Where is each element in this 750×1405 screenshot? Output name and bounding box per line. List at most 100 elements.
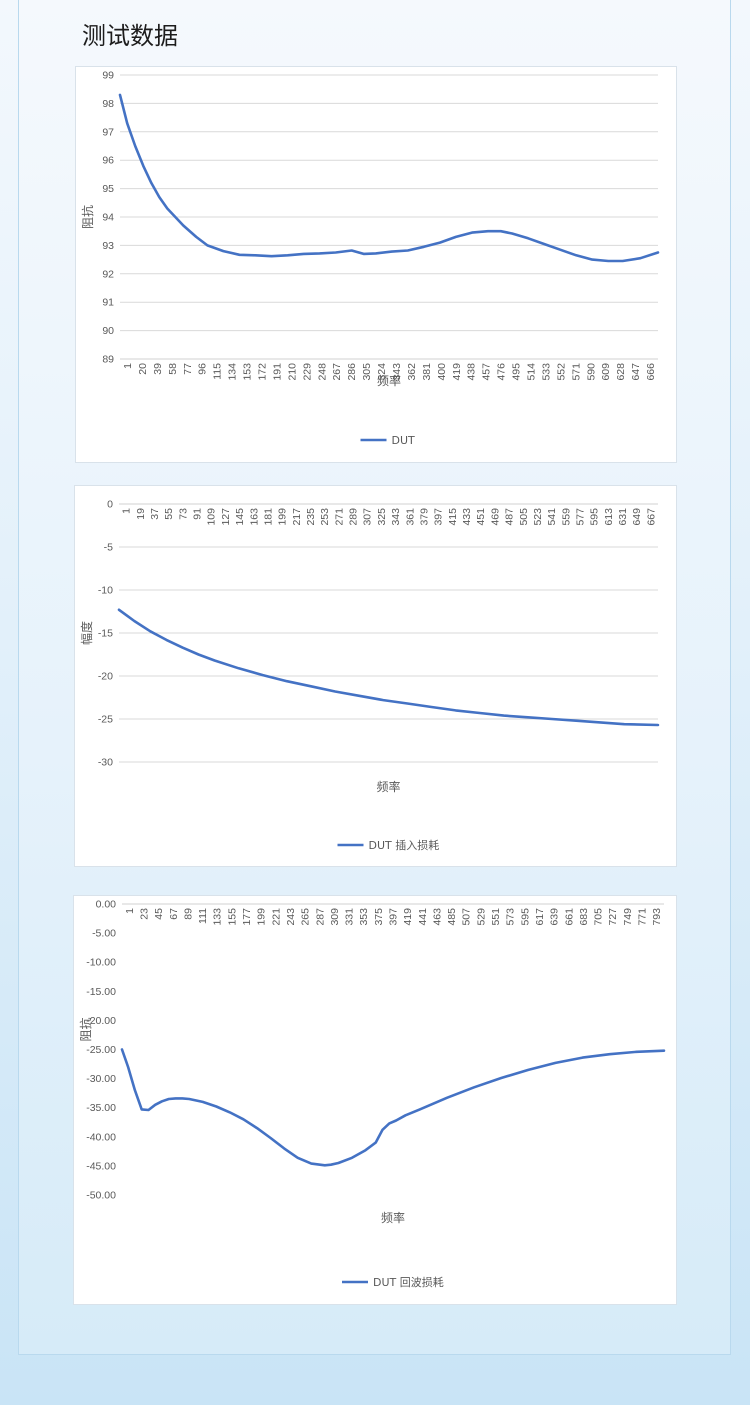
x-tick-label: 229 (301, 363, 313, 381)
x-tick-label: 287 (314, 908, 326, 926)
y-tick-label: 93 (102, 240, 114, 252)
x-tick-label: 505 (518, 508, 530, 526)
y-tick-label: 0 (107, 499, 113, 511)
x-tick-label: 529 (475, 908, 487, 926)
x-tick-label: 628 (615, 363, 627, 381)
x-tick-label: 127 (220, 508, 232, 526)
x-tick-label: 23 (138, 908, 150, 920)
x-tick-label: 485 (446, 908, 458, 926)
chart-return-loss: 0.00 -5.00 -10.00 -15.00 -20.00 -25.00 -30.00 -… (73, 895, 677, 1305)
x-tick-label: 514 (525, 363, 537, 381)
x-tick-label: 705 (593, 908, 605, 926)
x-tick-label: 595 (519, 908, 531, 926)
legend-label: DUT 插入损耗 (369, 838, 440, 852)
x-tick-label: 221 (270, 908, 282, 926)
x-tick-label: 667 (645, 508, 657, 526)
y-tick-label: 89 (102, 354, 114, 366)
gridlines (119, 503, 658, 763)
x-axis-title: 频率 (376, 779, 400, 794)
y-tick-label: -10 (98, 585, 113, 597)
x-tick-label: 523 (532, 508, 544, 526)
x-tick-label: 571 (570, 363, 582, 381)
y-tick-label: -5 (104, 542, 113, 554)
y-tick-label: 97 (102, 126, 114, 138)
x-tick-label: 438 (466, 363, 478, 381)
x-tick-label: 248 (316, 363, 328, 381)
x-tick-label: 153 (242, 363, 254, 381)
x-tick-label: 217 (291, 508, 303, 526)
legend: DUT 插入损耗 (337, 838, 440, 852)
y-tick-label: -40.00 (86, 1131, 116, 1143)
x-tick-label: 541 (546, 508, 558, 526)
x-tick-label: 199 (256, 908, 268, 926)
x-tick-label: 73 (177, 508, 189, 520)
x-tick-label: 1 (124, 908, 136, 914)
legend: DUT (360, 434, 415, 447)
x-axis-title: 频率 (377, 373, 401, 388)
x-tick-label: 362 (406, 363, 418, 381)
y-tick-label: -10.00 (86, 957, 116, 969)
x-tick-label: 397 (388, 908, 400, 926)
x-tick-label: 463 (431, 908, 443, 926)
x-tick-label: 324 (376, 363, 388, 381)
x-tick-label: 210 (286, 363, 298, 381)
x-tick-label: 1 (121, 508, 133, 514)
x-tick-label: 613 (603, 508, 615, 526)
x-tick-label: 609 (600, 363, 612, 381)
x-tick-label: 307 (362, 508, 374, 526)
x-tick-label: 145 (234, 508, 246, 526)
legend: DUT 回波损耗 (342, 1275, 444, 1289)
y-axis-title: 阻抗 (78, 1017, 93, 1041)
y-tick-label: -20 (98, 671, 113, 683)
series-line (117, 608, 660, 727)
y-axis-title: 幅度 (79, 621, 94, 645)
x-tick-label: 55 (163, 508, 175, 520)
x-tick-label: 177 (241, 908, 253, 926)
y-axis-title: 阻抗 (80, 205, 95, 229)
x-tick-label: 45 (153, 908, 165, 920)
x-tick-label: 235 (305, 508, 317, 526)
x-tick-label: 661 (563, 908, 575, 926)
x-tick-label: 577 (574, 508, 586, 526)
y-tick-label: 98 (102, 98, 114, 110)
x-tick-label: 727 (607, 908, 619, 926)
x-tick-label: 331 (344, 908, 356, 926)
x-tick-label: 286 (346, 363, 358, 381)
y-tick-label: 99 (102, 70, 114, 82)
x-tick-label: 375 (373, 908, 385, 926)
x-tick-label: 115 (212, 363, 224, 380)
gridlines (120, 74, 658, 360)
x-tick-label: 649 (631, 508, 643, 526)
x-tick-label: 631 (617, 508, 629, 526)
x-tick-label: 39 (152, 363, 164, 375)
x-tick-label: 353 (358, 908, 370, 926)
y-tick-label: 91 (102, 297, 114, 309)
y-tick-label: 95 (102, 183, 114, 195)
chart-return-loss-svg: 0.00 -5.00 -10.00 -15.00 -20.00 -25.00 -30.00 -… (78, 899, 666, 1289)
x-tick-label: 243 (285, 908, 297, 926)
y-tick-label: 90 (102, 325, 114, 337)
x-tick-label: 325 (376, 508, 388, 526)
x-tick-label: 451 (475, 508, 487, 526)
x-tick-label: 379 (418, 508, 430, 526)
x-tick-label: 495 (511, 363, 523, 381)
x-tick-label: 309 (329, 908, 341, 926)
x-tick-label: 552 (555, 363, 567, 381)
x-tick-label: 400 (436, 363, 448, 381)
y-tick-label: -15 (98, 628, 113, 640)
x-tick-label: 271 (333, 508, 345, 526)
chart-impedance: 99 98 97 96 95 94 93 92 91 90 89 1 20 39 58 77 96 115 134 1… (75, 66, 677, 463)
x-tick-label: 133 (212, 908, 224, 926)
y-tick-label: -15.00 (86, 986, 116, 998)
y-tick-label: -30.00 (86, 1073, 116, 1085)
chart-insertion-loss: 0 -5 -10 -15 -20 -25 -30 1 19 37 55 73 91 109 127 145 16… (74, 485, 677, 867)
x-tick-label: 163 (248, 508, 260, 526)
x-tick-label: 181 (262, 508, 274, 526)
x-tick-label: 397 (433, 508, 445, 526)
x-tick-label: 771 (637, 908, 649, 926)
x-tick-label: 457 (481, 363, 493, 381)
chart-insertion-loss-svg: 0 -5 -10 -15 -20 -25 -30 1 19 37 55 73 91 109 127 145 16… (79, 499, 660, 852)
x-tick-label: 749 (622, 908, 634, 926)
y-tick-label: 0.00 (96, 899, 117, 911)
